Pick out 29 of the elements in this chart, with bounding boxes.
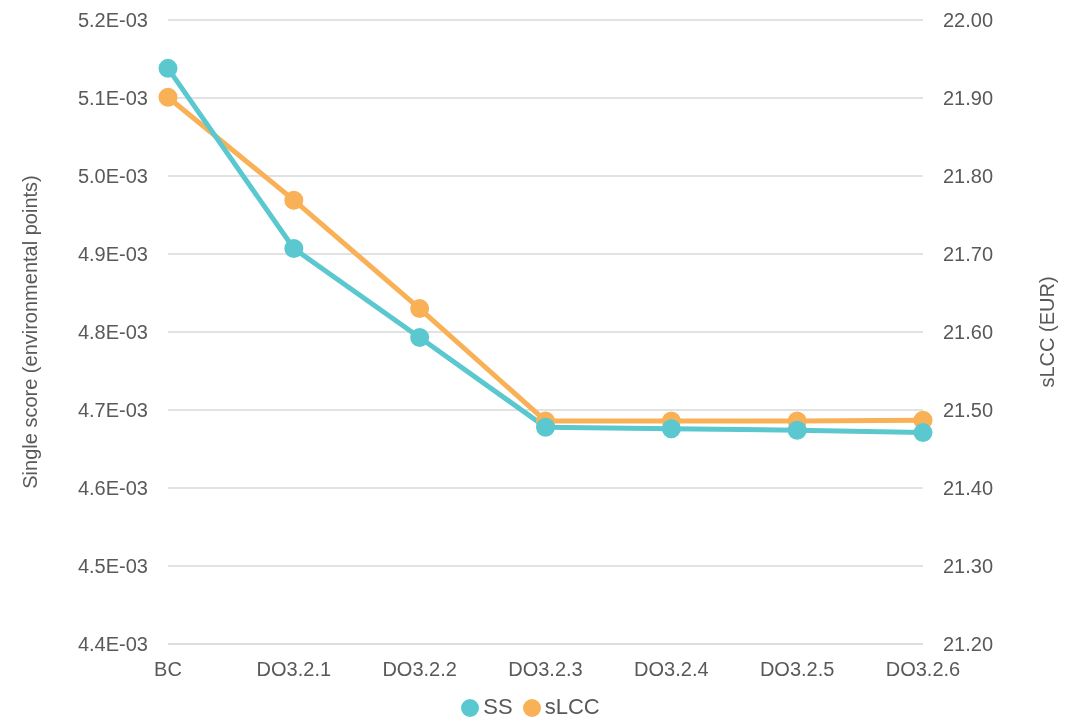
y-tick-label: 4.7E-03	[77, 399, 148, 422]
y2-tick-label: 21.70	[943, 243, 994, 266]
y2-tick-label: 21.50	[943, 399, 994, 422]
x-tick-label: BC	[154, 658, 182, 681]
y2-axis-title: sLCC (EUR)	[1036, 276, 1059, 388]
y2-tick-label: 21.20	[943, 633, 994, 656]
y-tick-label: 4.6E-03	[77, 477, 148, 500]
x-tick-label: DO3.2.2	[382, 658, 457, 681]
y-tick-label: 4.9E-03	[77, 243, 148, 266]
y2-tick-label: 22.00	[943, 9, 994, 32]
x-tick-label: DO3.2.1	[256, 658, 332, 681]
y2-tick-label: 21.40	[943, 477, 994, 500]
y-tick-label: 5.1E-03	[77, 87, 148, 110]
y-tick-label: 4.5E-03	[77, 555, 148, 578]
y2-tick-label: 21.30	[943, 555, 994, 578]
x-tick-label: DO3.2.4	[634, 658, 709, 681]
y-tick-label: 5.2E-03	[77, 9, 148, 32]
legend-label: sLCC	[544, 694, 600, 719]
x-tick-label: DO3.2.6	[885, 658, 961, 681]
y-axis-title: Single score (environmental points)	[19, 175, 42, 489]
x-tick-label: DO3.2.3	[508, 658, 583, 681]
y2-tick-label: 21.80	[943, 165, 994, 188]
y2-tick-label: 21.60	[943, 321, 994, 344]
x-tick-label: DO3.2.5	[759, 658, 835, 681]
legend-label: SS	[483, 694, 513, 719]
y2-tick-label: 21.90	[943, 87, 994, 110]
y-tick-label: 4.4E-03	[77, 633, 148, 656]
y-tick-label: 4.8E-03	[77, 321, 148, 344]
y-tick-label: 5.0E-03	[77, 165, 148, 188]
